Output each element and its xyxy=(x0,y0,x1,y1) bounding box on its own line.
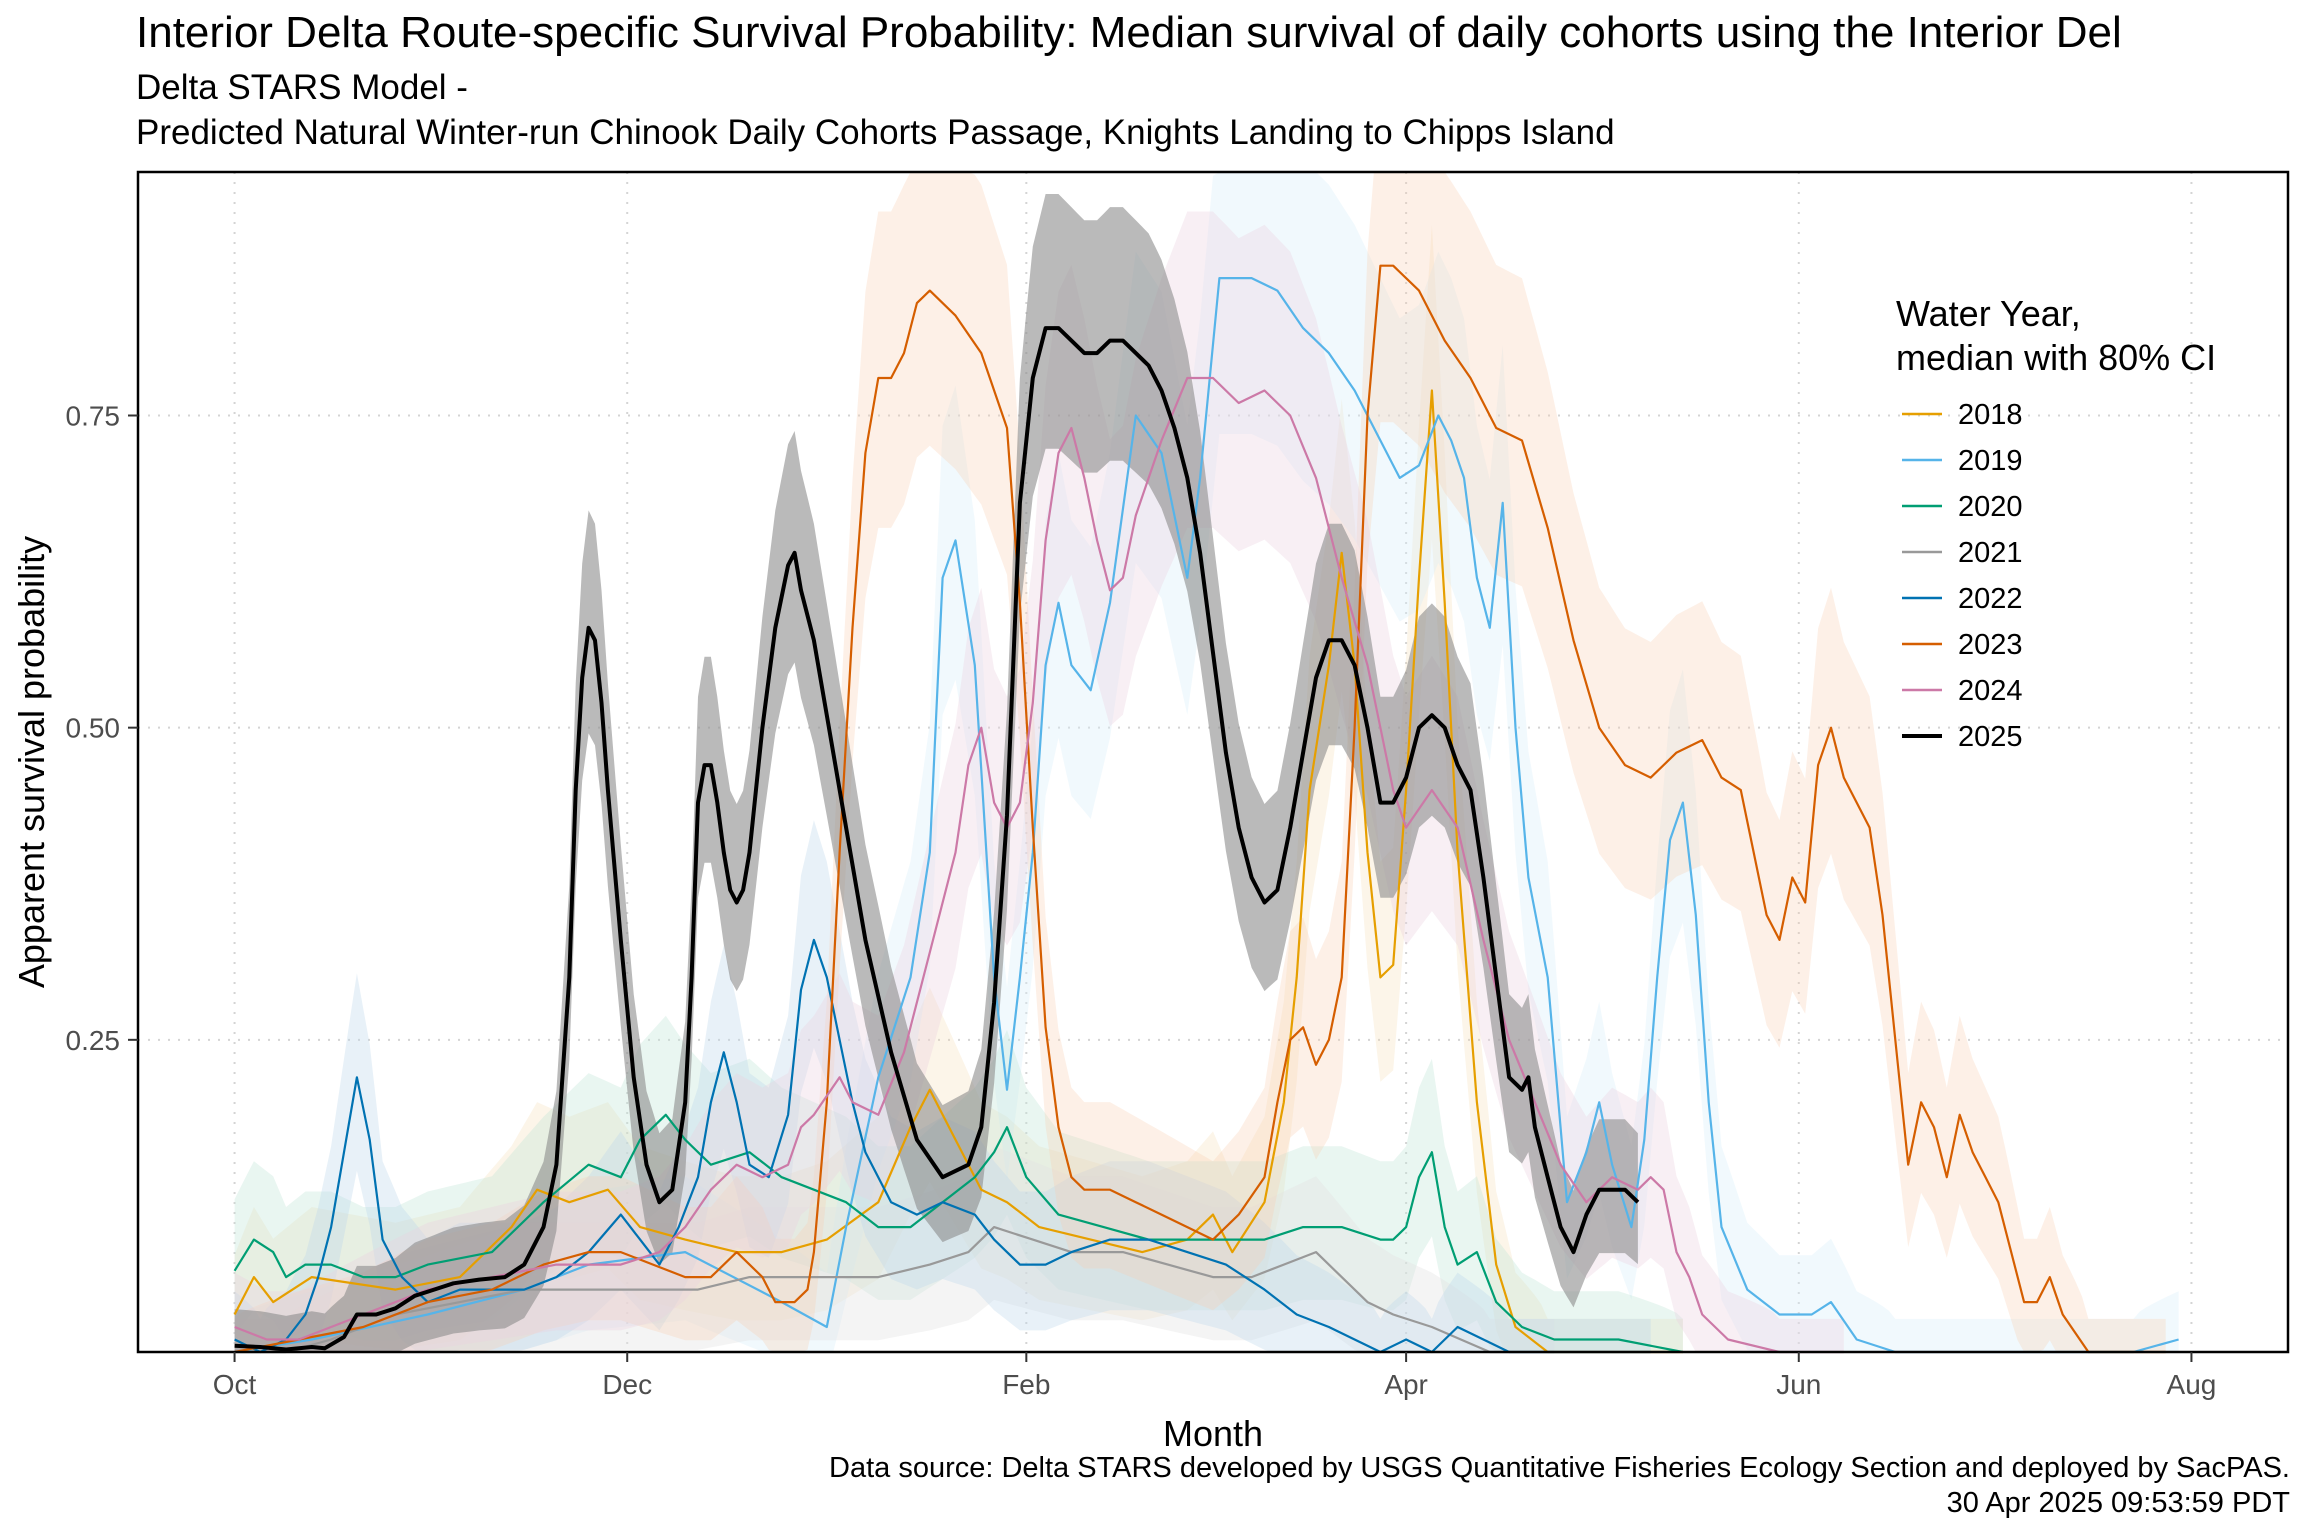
chart-subtitle-line2: Predicted Natural Winter-run Chinook Dai… xyxy=(136,113,1615,152)
plot-panel-border xyxy=(136,170,2290,1354)
x-tick-label-feb: Feb xyxy=(1002,1369,1050,1400)
series-line-2024 xyxy=(234,376,1844,1354)
ci-ribbon-2021 xyxy=(234,1146,1555,1352)
series-line-2022 xyxy=(234,938,1651,1354)
series-lines xyxy=(233,264,2179,1354)
legend-label-2021: 2021 xyxy=(1958,537,2023,569)
timestamp-caption: 30 Apr 2025 09:53:59 PDT xyxy=(1946,1487,2290,1519)
data-source-caption: Data source: Delta STARS developed by US… xyxy=(829,1452,2290,1484)
series-line-2023 xyxy=(234,264,2166,1354)
chart-subtitle-line1: Delta STARS Model - xyxy=(136,68,468,107)
legend-title-line1: Water Year, xyxy=(1896,293,2081,334)
legend-label-2024: 2024 xyxy=(1958,675,2023,707)
legend-label-2018: 2018 xyxy=(1958,399,2023,431)
ci-ribbon-2024 xyxy=(234,211,1844,1352)
series-line-2025 xyxy=(234,326,1640,1352)
series-line-2019 xyxy=(234,277,2179,1354)
legend-label-2020: 2020 xyxy=(1958,491,2023,523)
x-tick-label-oct: Oct xyxy=(213,1369,257,1400)
series-line-2020 xyxy=(233,1113,1684,1354)
ci-ribbon-2022 xyxy=(234,820,1651,1352)
ci-ribbons xyxy=(234,172,2179,1352)
axes: Oct Dec Feb Apr Jun Aug 0.25 0.50 0.75 Month Appar… xyxy=(11,170,2290,1454)
legend-label-2022: 2022 xyxy=(1958,583,2023,615)
y-tick-label: 0.25 xyxy=(66,1025,121,1056)
legend-label-2025: 2025 xyxy=(1958,721,2023,753)
y-axis-title: Apparent survival probability xyxy=(11,536,52,988)
legend-label-2023: 2023 xyxy=(1958,629,2023,661)
legend: Water Year,median with 80% CI 2018 2019 202… xyxy=(1896,293,2216,753)
ci-ribbon-2023 xyxy=(234,172,2166,1352)
x-tick-label-apr: Apr xyxy=(1384,1369,1428,1400)
legend-title-line2: median with 80% CI xyxy=(1896,337,2216,378)
y-tick-label: 0.50 xyxy=(66,713,121,744)
x-tick-label-dec: Dec xyxy=(602,1369,652,1400)
chart-title: Interior Delta Route-specific Survival P… xyxy=(136,8,2122,57)
y-tick-label: 0.75 xyxy=(66,400,121,431)
series-line-2021 xyxy=(234,1226,1555,1354)
legend-label-2019: 2019 xyxy=(1958,445,2023,477)
x-tick-label-aug: Aug xyxy=(2167,1369,2217,1400)
ci-ribbon-2025 xyxy=(234,194,1638,1352)
x-axis-title: Month xyxy=(1163,1413,1263,1454)
x-tick-label-jun: Jun xyxy=(1776,1369,1821,1400)
